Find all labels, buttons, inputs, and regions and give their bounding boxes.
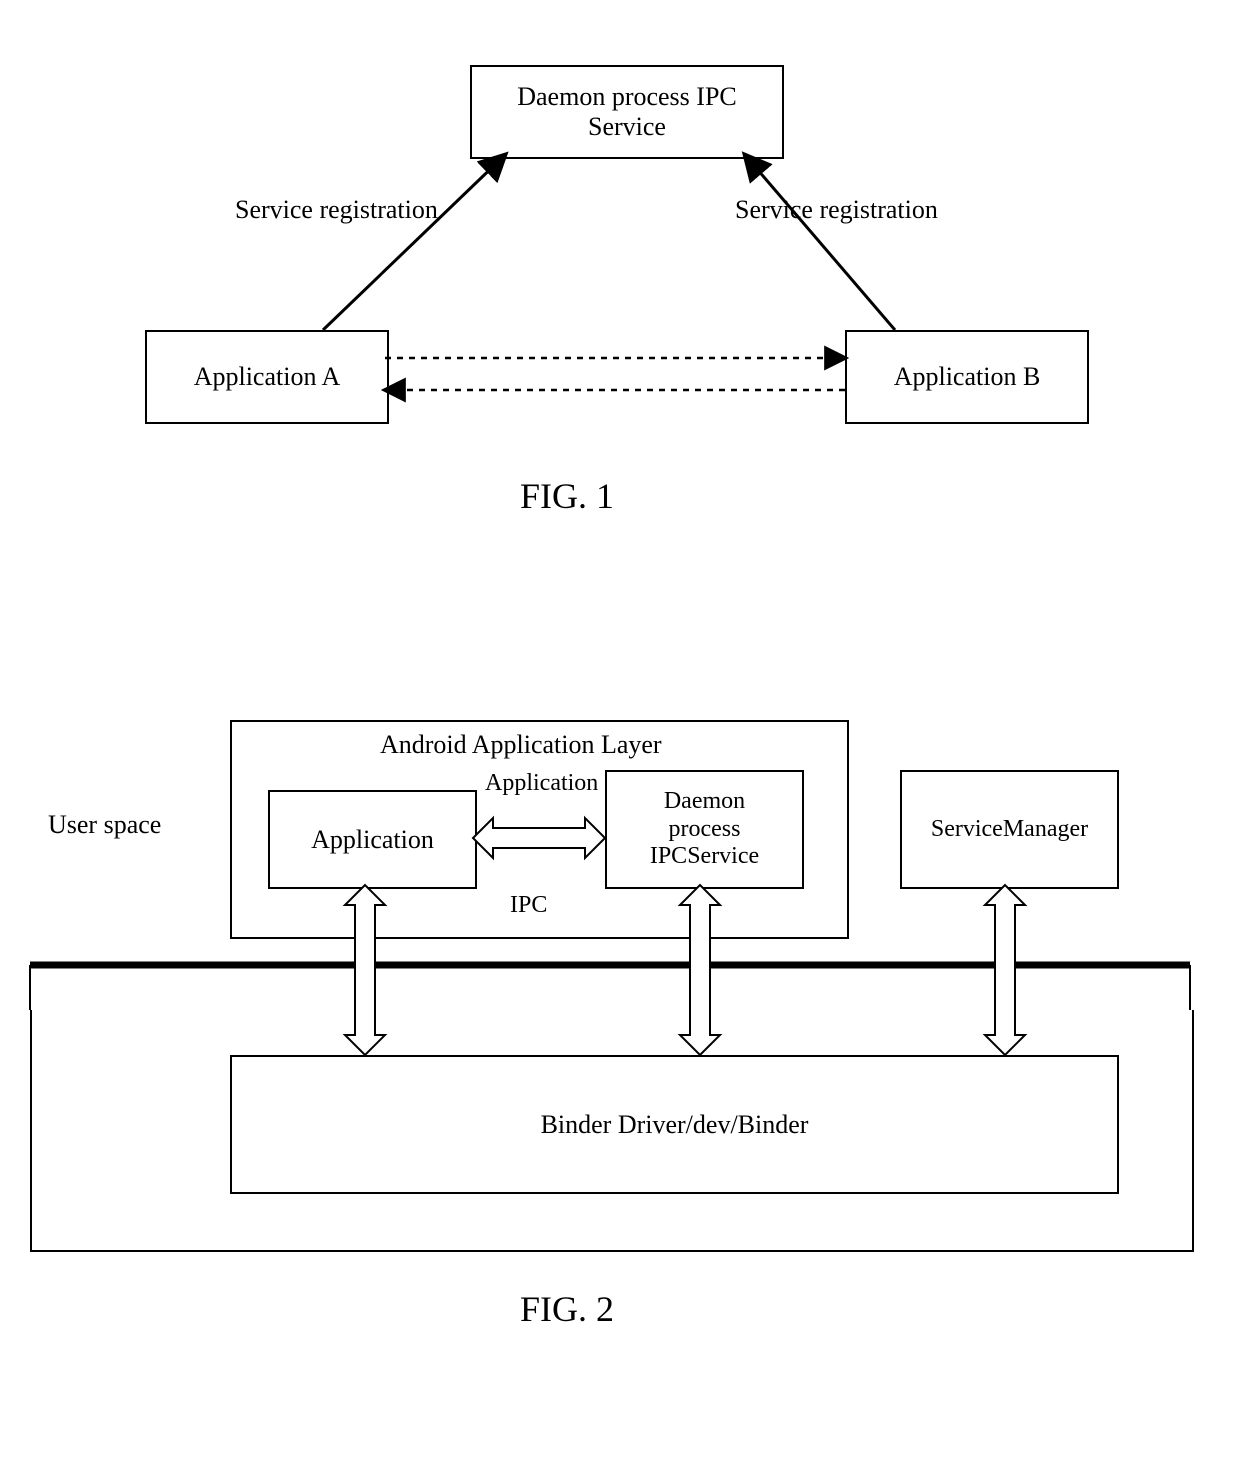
fig1-caption: FIG. 1	[520, 475, 614, 517]
fig2-binder-box: Binder Driver/dev/Binder	[230, 1055, 1119, 1194]
fig2-user-space: User space	[48, 810, 161, 840]
fig2-application-box: Application	[268, 790, 477, 889]
fig2-app-layer-title: Android Application Layer	[380, 730, 662, 760]
fig2-sm-text: ServiceManager	[931, 816, 1088, 843]
fig1-arrow-left	[323, 155, 505, 330]
fig2-ipc-label: IPC	[510, 892, 547, 919]
fig1-daemon-box: Daemon process IPC Service	[470, 65, 784, 159]
fig2-caption: FIG. 2	[520, 1288, 614, 1330]
fig1-app-a-box: Application A	[145, 330, 389, 424]
fig2-sm-box: ServiceManager	[900, 770, 1119, 889]
fig1-app-b-box: Application B	[845, 330, 1089, 424]
fig2-application-text: Application	[311, 825, 434, 855]
fig2-binder-text: Binder Driver/dev/Binder	[541, 1110, 809, 1140]
fig1-svc-reg-right: Service registration	[735, 195, 938, 225]
fig1-svc-reg-left: Service registration	[235, 195, 438, 225]
fig2-daemon-box: Daemon process IPCService	[605, 770, 804, 889]
fig2-app-label: Application	[485, 770, 598, 797]
fig1-arrow-right	[745, 155, 895, 330]
fig2-daemon-text: Daemon process IPCService	[650, 788, 759, 871]
fig1-app-b-text: Application B	[894, 362, 1041, 392]
fig1-daemon-text: Daemon process IPC Service	[517, 82, 737, 142]
fig1-app-a-text: Application A	[194, 362, 341, 392]
